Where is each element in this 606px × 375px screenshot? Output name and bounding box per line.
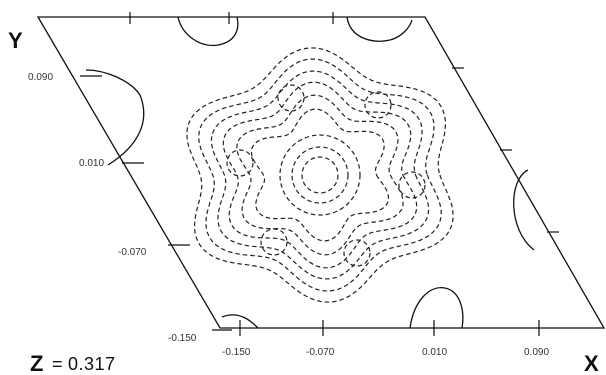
x-tick-label: -0.150 bbox=[222, 347, 251, 358]
wavy-contour-4 bbox=[210, 70, 430, 280]
wavy-contour-1 bbox=[250, 108, 390, 242]
peak-contour-2 bbox=[364, 91, 392, 119]
peak-contour-4 bbox=[398, 171, 426, 199]
section-equals: = bbox=[52, 354, 63, 374]
peak-contour-3 bbox=[226, 149, 254, 177]
peak-contour-5 bbox=[260, 228, 288, 256]
solid-contour-bottom bbox=[409, 287, 464, 329]
x-tick-label: 0.090 bbox=[524, 347, 549, 358]
solid-contour-right bbox=[513, 169, 535, 251]
peak-contour-6 bbox=[343, 239, 371, 267]
peak-contour-1 bbox=[277, 84, 305, 112]
wavy-contour-6 bbox=[186, 47, 454, 303]
cell-frame bbox=[36, 16, 606, 329]
solid-contour-top-right bbox=[346, 16, 413, 42]
solid-contour-bottom-left bbox=[221, 314, 259, 329]
x-axis-title: X bbox=[584, 351, 599, 375]
wavy-contour-2 bbox=[236, 94, 404, 256]
center-contour-3 bbox=[279, 134, 361, 216]
y-tick-label: -0.070 bbox=[118, 247, 147, 258]
solid-contour-top-left bbox=[177, 16, 239, 47]
solid-contour-left bbox=[85, 69, 145, 166]
x-tick-label: 0.010 bbox=[422, 347, 447, 358]
y-tick-label: 0.010 bbox=[79, 158, 104, 169]
wavy-contour-5 bbox=[198, 58, 442, 292]
x-tick-label: -0.070 bbox=[306, 347, 335, 358]
wavy-contours bbox=[186, 47, 454, 303]
center-contour-2 bbox=[291, 146, 349, 204]
wavy-contour-3 bbox=[222, 81, 418, 269]
y-axis-title: Y bbox=[8, 28, 23, 53]
section-variable: Z bbox=[30, 351, 43, 375]
center-contour-1 bbox=[301, 156, 339, 194]
y-tick-label: 0.090 bbox=[28, 72, 53, 83]
y-tick-label: -0.150 bbox=[168, 333, 197, 344]
section-value: 0.317 bbox=[68, 354, 116, 374]
